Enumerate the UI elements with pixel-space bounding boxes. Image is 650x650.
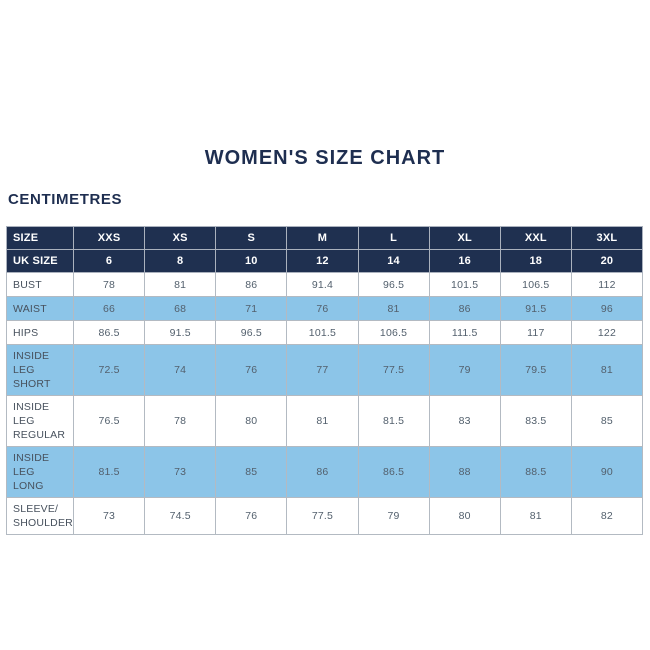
value-cell: 80 [215, 395, 288, 447]
value-cell: 66 [72, 296, 146, 321]
row-label-cell: UK SIZE [6, 249, 74, 273]
value-cell: XXL [499, 226, 572, 250]
value-cell: 91.4 [286, 272, 359, 297]
value-cell: 122 [570, 320, 644, 345]
value-cell: 96.5 [357, 272, 430, 297]
value-cell: 96 [570, 296, 644, 321]
table-row: SLEEVE/ SHOULDER 73 74.5 76 77.5 79 80 81 82 [6, 497, 644, 535]
value-cell: M [286, 226, 359, 250]
value-cell: 86 [286, 446, 359, 498]
value-cell: 72.5 [72, 344, 146, 396]
value-cell: 101.5 [428, 272, 501, 297]
page-title: WOMEN'S SIZE CHART [204, 147, 446, 169]
value-cell: 8 [144, 249, 217, 273]
value-cell: 78 [72, 272, 146, 297]
value-cell: 85 [215, 446, 288, 498]
value-cell: 86 [215, 272, 288, 297]
value-cell: 68 [144, 296, 217, 321]
value-cell: 6 [72, 249, 146, 273]
value-cell: L [357, 226, 430, 250]
value-cell: 73 [144, 446, 217, 498]
value-cell: XS [144, 226, 217, 250]
value-cell: 81 [357, 296, 430, 321]
row-label-cell: HIPS [6, 320, 74, 345]
value-cell: 76.5 [72, 395, 146, 447]
value-cell: 74 [144, 344, 217, 396]
value-cell: 16 [428, 249, 501, 273]
row-label-cell: SLEEVE/ SHOULDER [6, 497, 74, 535]
value-cell: 91.5 [144, 320, 217, 345]
value-cell: 106.5 [499, 272, 572, 297]
value-cell: 96.5 [215, 320, 288, 345]
value-cell: 101.5 [286, 320, 359, 345]
value-cell: 86.5 [72, 320, 146, 345]
row-label-cell: SIZE [6, 226, 74, 250]
table-row: HIPS 86.5 91.5 96.5 101.5 106.5 111.5 117 122 [6, 320, 644, 345]
value-cell: 83 [428, 395, 501, 447]
value-cell: 14 [357, 249, 430, 273]
value-cell: 71 [215, 296, 288, 321]
value-cell: 86 [428, 296, 501, 321]
row-label-cell: INSIDE LEG SHORT [6, 344, 74, 396]
value-cell: 83.5 [499, 395, 572, 447]
value-cell: 88 [428, 446, 501, 498]
row-label-cell: INSIDE LEG LONG [6, 446, 74, 498]
value-cell: 10 [215, 249, 288, 273]
size-chart-table-body: SIZE XXS XS S M L XL XXL 3XL UK SIZE 6 8 10 12 14 16 18 2… [6, 226, 644, 535]
value-cell: 79.5 [499, 344, 572, 396]
value-cell: 112 [570, 272, 644, 297]
value-cell: 117 [499, 320, 572, 345]
value-cell: 81 [286, 395, 359, 447]
value-cell: S [215, 226, 288, 250]
value-cell: 79 [428, 344, 501, 396]
value-cell: 77.5 [357, 344, 430, 396]
value-cell: 20 [570, 249, 644, 273]
value-cell: 85 [570, 395, 644, 447]
value-cell: 82 [570, 497, 644, 535]
uk-size-row: UK SIZE 6 8 10 12 14 16 18 20 [6, 249, 644, 273]
table-header-row: SIZE XXS XS S M L XL XXL 3XL [6, 226, 644, 250]
value-cell: 74.5 [144, 497, 217, 535]
size-chart-table: SIZE XXS XS S M L XL XXL 3XL UK SIZE 6 8 10 12 14 16 18 2… [6, 226, 644, 535]
value-cell: 12 [286, 249, 359, 273]
unit-label: CENTIMETRES [8, 191, 123, 208]
value-cell: 111.5 [428, 320, 501, 345]
value-cell: 88.5 [499, 446, 572, 498]
value-cell: 80 [428, 497, 501, 535]
row-label-cell: INSIDE LEG REGULAR [6, 395, 74, 447]
value-cell: 76 [215, 344, 288, 396]
value-cell: 73 [72, 497, 146, 535]
value-cell: 18 [499, 249, 572, 273]
table-row: WAIST 66 68 71 76 81 86 91.5 96 [6, 296, 644, 321]
table-row: INSIDE LEG REGULAR 76.5 78 80 81 81.5 83 83.5 85 [6, 395, 644, 447]
value-cell: 81.5 [72, 446, 146, 498]
value-cell: 76 [286, 296, 359, 321]
value-cell: 81 [570, 344, 644, 396]
value-cell: 77 [286, 344, 359, 396]
value-cell: 81.5 [357, 395, 430, 447]
value-cell: 81 [144, 272, 217, 297]
value-cell: 78 [144, 395, 217, 447]
value-cell: XXS [72, 226, 146, 250]
table-row: BUST 78 81 86 91.4 96.5 101.5 106.5 112 [6, 272, 644, 297]
value-cell: 90 [570, 446, 644, 498]
row-label-cell: WAIST [6, 296, 74, 321]
value-cell: XL [428, 226, 501, 250]
value-cell: 79 [357, 497, 430, 535]
value-cell: 106.5 [357, 320, 430, 345]
value-cell: 91.5 [499, 296, 572, 321]
value-cell: 77.5 [286, 497, 359, 535]
table-row: INSIDE LEG LONG 81.5 73 85 86 86.5 88 88.5 90 [6, 446, 644, 498]
value-cell: 81 [499, 497, 572, 535]
row-label-cell: BUST [6, 272, 74, 297]
value-cell: 86.5 [357, 446, 430, 498]
value-cell: 3XL [570, 226, 644, 250]
value-cell: 76 [215, 497, 288, 535]
table-row: INSIDE LEG SHORT 72.5 74 76 77 77.5 79 79.5 81 [6, 344, 644, 396]
